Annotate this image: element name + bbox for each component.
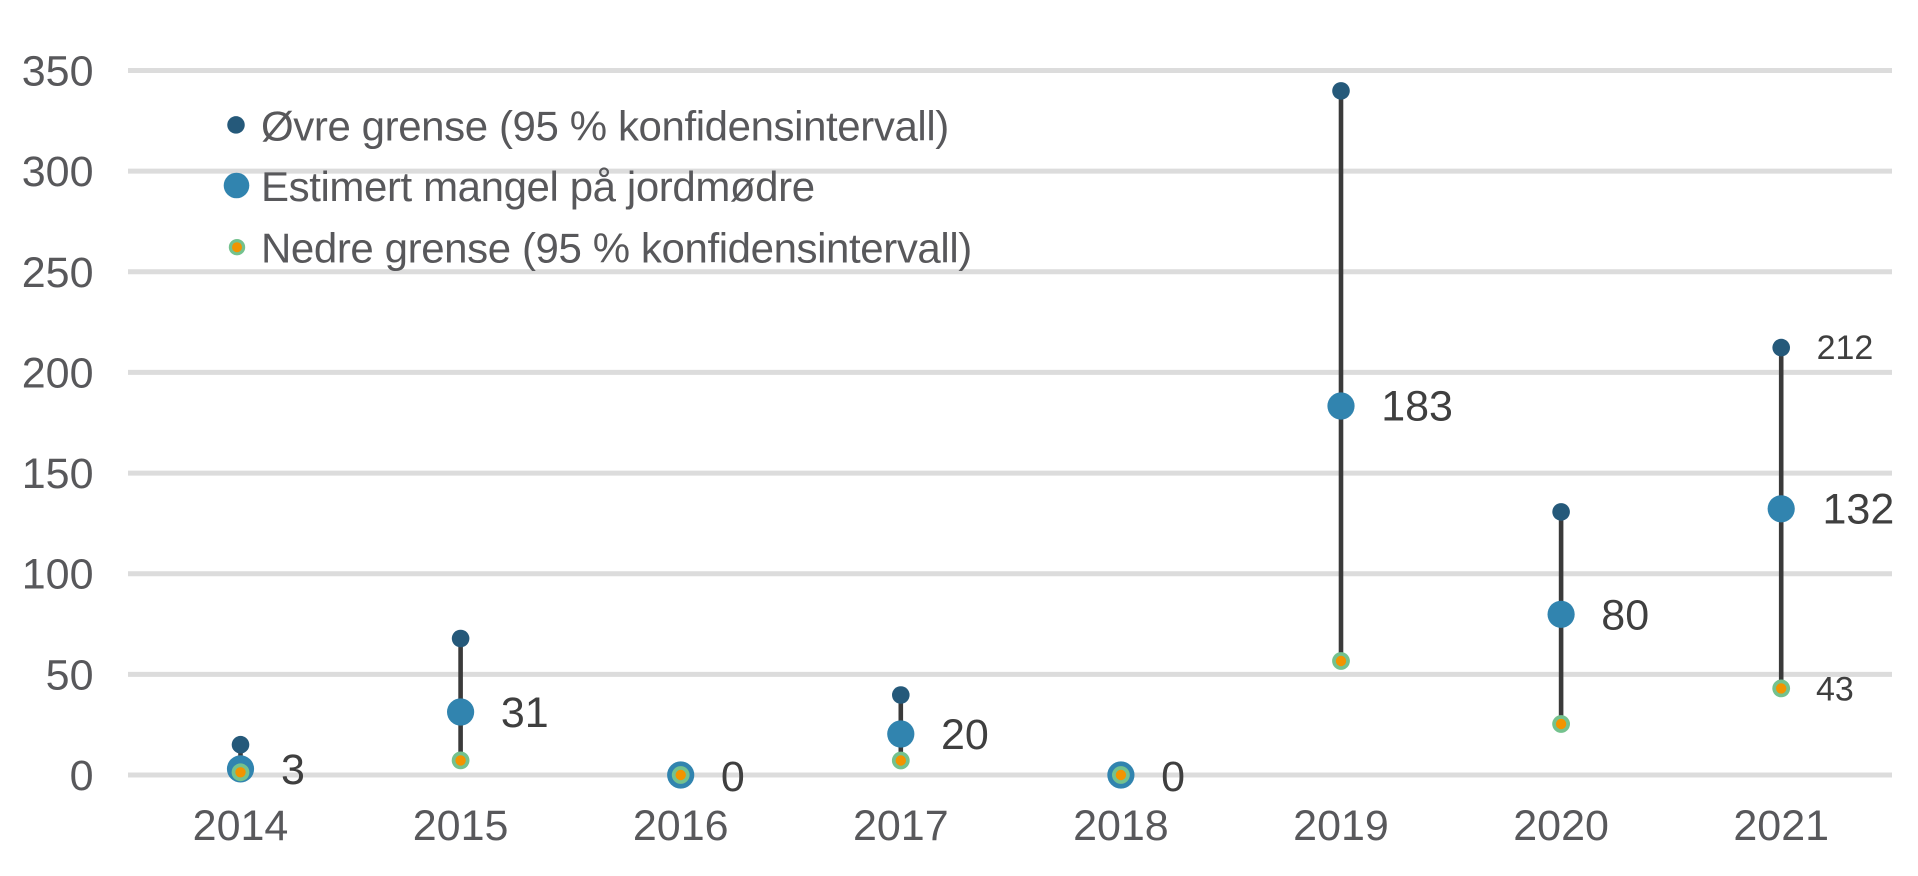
svg-text:0: 0 bbox=[721, 753, 745, 801]
svg-text:2021: 2021 bbox=[1733, 802, 1829, 850]
svg-text:2018: 2018 bbox=[1073, 802, 1169, 850]
svg-text:50: 50 bbox=[46, 651, 94, 699]
svg-text:200: 200 bbox=[22, 349, 94, 397]
svg-text:2019: 2019 bbox=[1293, 802, 1389, 850]
svg-text:2015: 2015 bbox=[413, 802, 509, 850]
svg-text:31: 31 bbox=[501, 689, 549, 737]
svg-text:2017: 2017 bbox=[853, 802, 949, 850]
svg-text:Estimert mangel på jordmødre: Estimert mangel på jordmødre bbox=[261, 163, 815, 210]
svg-text:2014: 2014 bbox=[193, 802, 289, 850]
svg-text:80: 80 bbox=[1601, 591, 1649, 639]
svg-text:350: 350 bbox=[22, 48, 94, 96]
svg-text:250: 250 bbox=[22, 249, 94, 297]
svg-text:20: 20 bbox=[941, 711, 989, 759]
svg-text:2020: 2020 bbox=[1513, 802, 1609, 850]
svg-text:150: 150 bbox=[22, 450, 94, 498]
svg-text:300: 300 bbox=[22, 148, 94, 196]
svg-text:0: 0 bbox=[70, 752, 94, 800]
svg-text:0: 0 bbox=[1161, 753, 1185, 801]
svg-text:100: 100 bbox=[22, 551, 94, 599]
svg-text:132: 132 bbox=[1823, 486, 1895, 534]
svg-text:43: 43 bbox=[1816, 670, 1854, 708]
svg-text:183: 183 bbox=[1381, 383, 1453, 431]
svg-text:2016: 2016 bbox=[633, 802, 729, 850]
svg-text:Øvre grense (95 % konfidensint: Øvre grense (95 % konfidensintervall) bbox=[261, 102, 949, 149]
svg-text:3: 3 bbox=[281, 746, 305, 794]
svg-text:212: 212 bbox=[1817, 329, 1874, 367]
svg-text:Nedre grense (95 % konfidensin: Nedre grense (95 % konfidensintervall) bbox=[261, 225, 972, 272]
